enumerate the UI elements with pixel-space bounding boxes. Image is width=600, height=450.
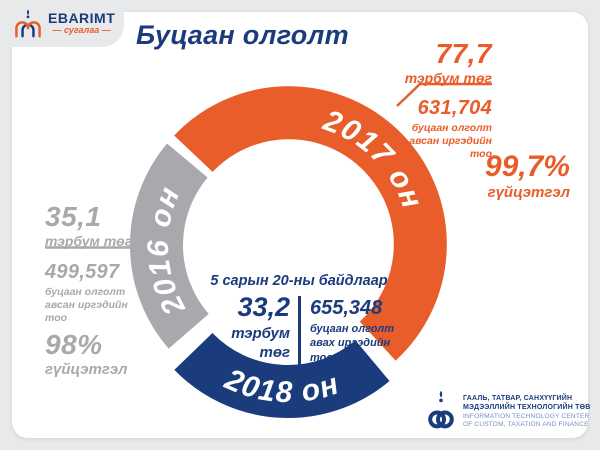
footer-organization: ГААЛЬ, ТАТВАР, САНХҮҮГИЙН МЭДЭЭЛЛИЙН ТЕХ…	[428, 390, 591, 435]
stat-2016-exec: 98%	[45, 329, 103, 361]
center-as-of-note: 5 сарын 20-ны байдлаар	[210, 273, 388, 289]
stats-2017-block: 77,7 тэрбум төг 631,704 буцаан олголт ав…	[405, 40, 492, 160]
brand-name: EBARIMT	[48, 10, 116, 27]
brand-subtitle: — сугалаа —	[52, 25, 111, 36]
footer-org-mn-line2: МЭДЭЭЛЛИЙН ТЕХНОЛОГИЙН ТӨВ	[463, 403, 591, 411]
center-amount-block: 33,2 тэрбум төг	[231, 294, 290, 363]
center-count-block: 655,348 буцаан олголт авах иргэдийн тоо	[310, 298, 394, 365]
stat-2017-count: 631,704	[417, 97, 492, 119]
stats-2016-block: 35,1 тэрбум төг 499,597 буцаан олголт ав…	[45, 201, 133, 379]
stat-2017-amount: 77,7	[435, 38, 492, 69]
ebarimt-logo-icon	[15, 9, 41, 37]
stat-2016-count: 499,597	[45, 261, 120, 283]
center-amount: 33,2	[237, 292, 290, 322]
stat-2016-amount: 35,1	[45, 201, 102, 232]
page-title: Буцаан олголт	[136, 20, 349, 50]
stat-2016-count-caption: буцаан олголт авсан иргэдийн тоо	[45, 286, 128, 324]
stat-2017-count-caption: буцаан олголт авсан иргэдийн тоо	[409, 122, 492, 160]
donut-segment-2018	[174, 332, 390, 418]
stat-2016-unit: тэрбум төг	[45, 233, 133, 249]
callout-line-2017	[396, 82, 492, 107]
center-count: 655,348	[310, 297, 383, 319]
itc-emblem-icon	[428, 390, 454, 429]
logo-area: EBARIMT — сугалаа —	[0, 0, 124, 47]
donut-segment-2016	[130, 143, 210, 349]
stat-2017-unit: тэрбум төг	[404, 70, 492, 86]
stats-2017-execution: 99,7% гүйцэтгэл	[484, 150, 570, 201]
stat-2017-exec-caption: гүйцэтгэл	[487, 184, 570, 201]
donut-segment-2017	[174, 86, 447, 361]
center-amount-unit: тэрбум төг	[231, 325, 290, 361]
footer-org-en-line1: INFORMATION TECHNOLOGY CENTER	[463, 412, 590, 420]
footer-org-mn-line1: ГААЛЬ, ТАТВАР, САНХҮҮГИЙН	[463, 395, 573, 402]
center-count-caption: буцаан олголт авах иргэдийн тоо	[310, 323, 395, 364]
stat-2017-exec: 99,7%	[484, 150, 570, 183]
stat-2016-exec-caption: гүйцэтгэл	[45, 361, 128, 379]
footer-org-en-line2: OF CUSTOM, TAXATION AND FINANCE	[463, 420, 589, 428]
